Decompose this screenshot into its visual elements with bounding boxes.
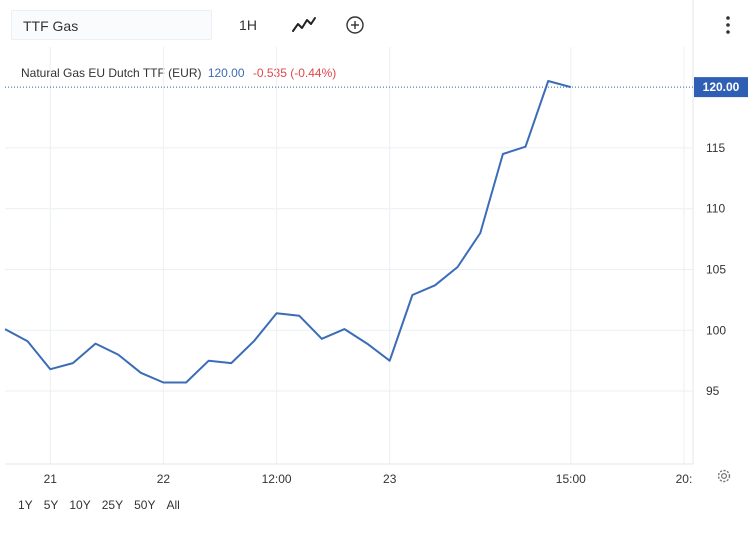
y-tick-label: 105	[706, 262, 726, 276]
last-price-tag-label: 120.00	[703, 80, 740, 94]
chart-axes	[5, 0, 694, 465]
y-tick-label: 110	[706, 202, 725, 216]
legend-price: 120.00	[207, 66, 245, 80]
instrument-name: Natural Gas EU Dutch TTF (EUR)	[21, 66, 202, 80]
y-tick-label: 100	[706, 323, 726, 337]
y-tick-label: 95	[706, 384, 720, 398]
more-vertical-icon[interactable]	[718, 13, 738, 39]
x-tick-label: 15:00	[556, 472, 586, 486]
range-button-5y[interactable]: 5Y	[43, 498, 59, 512]
series-line	[4, 80, 572, 384]
x-tick-label: 20:	[676, 472, 693, 486]
range-button-25y[interactable]: 25Y	[101, 498, 124, 512]
chart-series	[4, 80, 693, 384]
range-button-all[interactable]: All	[166, 498, 180, 512]
interval-button[interactable]: 1H	[239, 17, 257, 33]
last-price-tag	[694, 77, 748, 98]
range-button-10y[interactable]: 10Y	[69, 498, 91, 512]
range-button-50y[interactable]: 50Y	[134, 498, 156, 512]
toolbar: TTF Gas 1H	[0, 0, 754, 48]
legend-change: -0.535 (-0.44%)	[252, 66, 337, 80]
add-circle-icon[interactable]	[341, 12, 369, 38]
x-tick-label: 12:00	[262, 472, 292, 486]
gear-icon[interactable]	[715, 467, 733, 485]
chart-grid	[5, 47, 693, 464]
range-button-1y[interactable]: 1Y	[18, 498, 33, 512]
x-tick-label: 21	[44, 472, 58, 486]
x-tick-label: 22	[157, 472, 171, 486]
y-tick-label: 115	[706, 141, 725, 155]
x-tick-label: 23	[383, 472, 397, 486]
range-selector: 1Y 5Y 10Y 25Y 50Y All	[18, 496, 191, 512]
symbol-search-input[interactable]: TTF Gas	[11, 10, 212, 40]
chart-axis-labels: 95 100 105 110 115 21 22 12:00 23 15:00 20: 120.00	[44, 77, 748, 486]
chart-legend: Natural Gas EU Dutch TTF (EUR) 120.00 -0…	[21, 66, 336, 80]
line-chart-icon[interactable]	[290, 12, 318, 38]
symbol-text: TTF Gas	[23, 18, 79, 34]
